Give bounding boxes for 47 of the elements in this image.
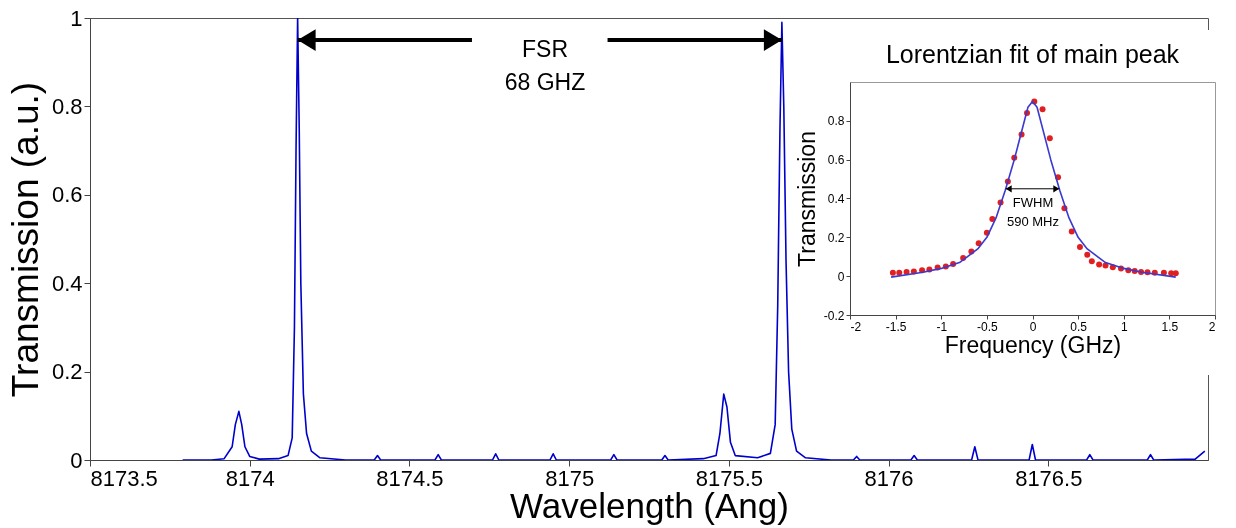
x-tick-label: 1 [1120,319,1128,334]
annotation: 68 GHZ [504,69,586,95]
y-tick-label: -0.2 [823,308,845,323]
point [1076,244,1083,251]
y-axis-title: Transmission [793,131,820,267]
annotation: FWHM [1012,195,1054,210]
x-tick-label: -2 [850,319,862,334]
x-tick-label: 1.5 [1161,319,1179,334]
x-tick-label: 2 [1208,319,1216,334]
x-tick-label: 8174 [225,465,275,491]
x-axis-title: Frequency (GHz) [944,331,1122,358]
y-tick-label: 1 [70,5,83,31]
point [1096,261,1103,268]
point [1088,258,1095,265]
y-tick-label: 0.4 [51,270,83,296]
x-tick-label: 0 [1029,319,1037,334]
y-tick-label: 0 [70,447,83,473]
chart-title: Lorentzian fit of main peak [885,40,1180,68]
x-tick-label: 8176 [864,465,914,491]
y-tick-label: 0.2 [827,230,845,245]
y-tick-label: 0.6 [827,153,845,168]
y-tick-label: 0.4 [827,192,845,206]
x-tick-label: -1.5 [885,319,907,334]
y-axis-title: Transmission (a.u.) [4,81,46,398]
y-tick-label: 0.6 [51,182,83,208]
x-tick-label: 8174.5 [376,465,444,491]
point [989,215,996,222]
point [1046,135,1053,142]
line-series [890,100,1177,278]
y-tick-label: 0.2 [51,359,83,385]
point [1039,106,1046,113]
annotation: 590 MHz [1006,214,1060,229]
point [1172,270,1179,277]
x-tick-label: 8176.5 [1015,465,1083,491]
x-tick-label: -1 [936,319,948,334]
line-series [181,18,1206,460]
annotation: FSR [522,36,568,62]
y-tick-label: 0.8 [827,114,845,129]
point [1084,251,1091,258]
point [1068,228,1075,235]
x-tick-label: 8173.5 [90,465,158,491]
point [896,269,903,276]
y-tick-label: 0.8 [51,93,83,119]
x-tick-label: 0.5 [1070,319,1088,334]
x-tick-label: -0.5 [977,319,999,334]
point [889,269,896,276]
y-tick-label: 0 [837,269,845,284]
